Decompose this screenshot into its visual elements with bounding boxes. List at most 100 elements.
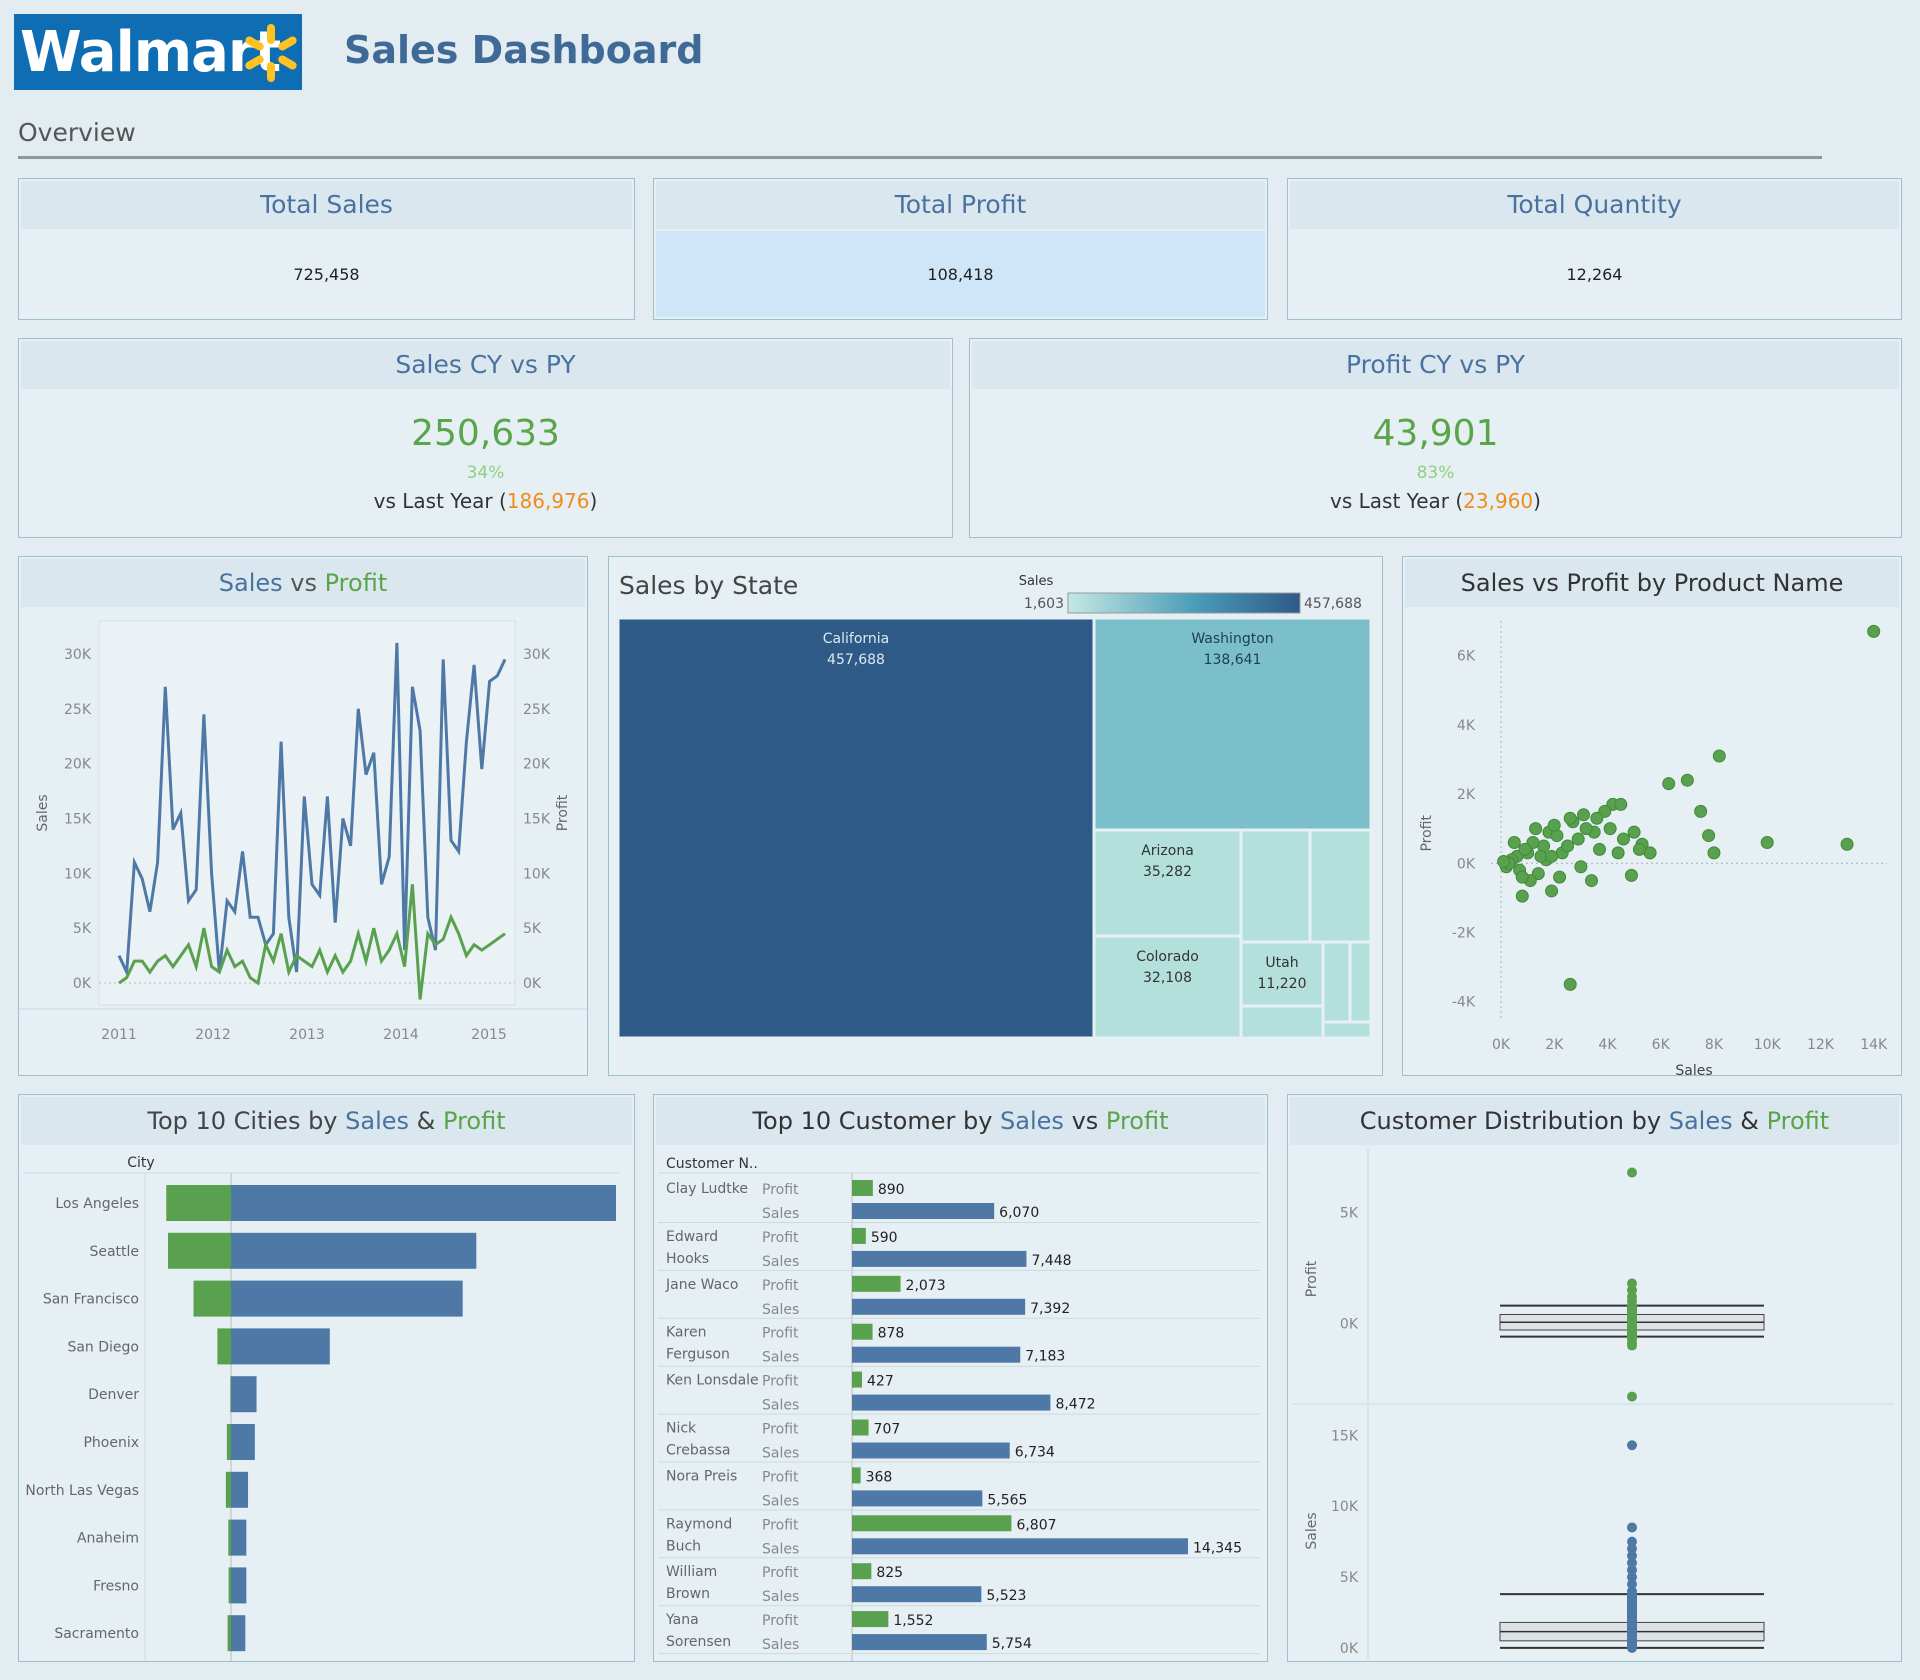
outlier-point [1627, 1614, 1637, 1625]
title-prefix: Customer Distribution by [1359, 1107, 1669, 1135]
sales-bar [231, 1280, 463, 1317]
customer-distribution-card: Customer Distribution by Sales & Profit … [1287, 1094, 1902, 1662]
x-tick-label: 4K [1598, 1037, 1617, 1053]
scatter-point [1563, 977, 1577, 991]
scatter-point [1632, 842, 1646, 856]
y-tick-label: 6K [1457, 649, 1476, 665]
sales-value-label: 6,734 [1015, 1445, 1055, 1461]
scatter-chart: -4K -2K 0K 2K 4K 6K 0K 2K 4K 6K 8K 10K 12K 14K Sales Pr… [1419, 621, 1888, 1075]
title-sales: Sales [218, 569, 283, 597]
scatter-point [1585, 874, 1599, 888]
row-label-profit: Profit [762, 1182, 799, 1198]
profit-value-label: 878 [878, 1326, 905, 1342]
scatter-point [1662, 777, 1676, 791]
profit-value-label: 427 [867, 1374, 894, 1390]
sales-by-state-card: Sales by State Sales 1,603 457,688 Californ… [608, 556, 1383, 1076]
outlier-point [1627, 1579, 1637, 1590]
sales-bar [231, 1615, 246, 1652]
sales-bar [231, 1471, 249, 1508]
scatter-point [1680, 773, 1694, 787]
title-prefix: Top 10 Cities by [147, 1107, 346, 1135]
outlier-point [1627, 1536, 1637, 1547]
scatter-point [1507, 835, 1521, 849]
card-title: Sales CY vs PY [21, 341, 950, 389]
scatter-point [1616, 832, 1630, 846]
x-tick-label: 10K [1754, 1037, 1782, 1053]
cy-value: 43,901 [1372, 413, 1499, 454]
profit-bar [193, 1280, 231, 1317]
last-year-value: 23,960 [1463, 489, 1534, 513]
title-vs: vs [282, 569, 325, 597]
profit-bar [852, 1180, 873, 1196]
x-tick-label: 2015 [471, 1027, 507, 1043]
scatter-point [1518, 842, 1532, 856]
y-tick-label: 0K [73, 976, 92, 992]
customer-name: Raymond [666, 1516, 732, 1532]
city-label: Anaheim [77, 1531, 139, 1547]
x-tick-label: 6K [1652, 1037, 1671, 1053]
customers-bar-chart: Customer N.. Clay Ludtke Profit Sales 890 6,0… [658, 1156, 1260, 1661]
scatter-point [1603, 822, 1617, 836]
sales-value-label: 7,448 [1031, 1253, 1071, 1269]
profit-bar [852, 1227, 866, 1244]
profit-value-label: 825 [876, 1565, 903, 1581]
outlier-point [1627, 1440, 1637, 1451]
card-title: Sales by State [619, 571, 799, 600]
customer-name: Karen [666, 1325, 706, 1341]
y-tick-label: 20K [64, 757, 92, 773]
y2-tick-label: 20K [523, 757, 551, 773]
outlier-point [1627, 1593, 1637, 1604]
vs-suffix: ) [1533, 489, 1541, 513]
scatter-point [1712, 749, 1726, 763]
card-title: Top 10 Cities by Sales & Profit [21, 1097, 632, 1145]
treemap-tile [1241, 830, 1310, 942]
outlier-point [1627, 1391, 1637, 1402]
y-tick-label: 15K [64, 811, 92, 827]
customer-name: Buch [666, 1538, 701, 1554]
outlier-point [1627, 1572, 1637, 1583]
y-tick-label: -2K [1452, 925, 1476, 941]
profit-bar [227, 1615, 231, 1652]
scatter-point [1760, 835, 1774, 849]
title-sales: Sales [1000, 1107, 1064, 1135]
section-title: Overview [18, 118, 136, 147]
scatter-point [1561, 839, 1575, 853]
y-axis-label: Profit [1419, 814, 1435, 851]
tile-value-label: 32,108 [1143, 970, 1192, 986]
x-tick-label: 14K [1860, 1037, 1888, 1053]
y2-tick-label: 10K [523, 866, 551, 882]
tile-state-label: California [823, 631, 889, 647]
profit-bar [852, 1611, 889, 1628]
treemap-chart: Sales 1,603 457,688 California 457,688 Washin… [618, 574, 1371, 1038]
y2-tick-label: 30K [523, 647, 551, 663]
sales-value-label: 7,183 [1025, 1349, 1065, 1365]
page-title: Sales Dashboard [344, 28, 704, 72]
outlier-point [1627, 1300, 1637, 1311]
profit-bar [217, 1328, 231, 1365]
title-prefix: Top 10 Customer by [752, 1107, 1001, 1135]
distribution-chart: 0K 5K Profit 0K 5K 10K 15K Sales [1292, 1149, 1894, 1659]
x-tick-label: 8K [1705, 1037, 1724, 1053]
y-tick-label: 4K [1457, 718, 1476, 734]
sales-bar [852, 1538, 1188, 1555]
section-divider [18, 156, 1822, 159]
scatter-point [1571, 832, 1585, 846]
row-label-sales: Sales [762, 1350, 799, 1366]
city-label: Sacramento [54, 1626, 139, 1642]
city-label: Los Angeles [55, 1196, 139, 1212]
sales-bar [231, 1519, 247, 1556]
scatter-point [1545, 884, 1559, 898]
customer-name: William [666, 1564, 717, 1580]
y-tick-label: 0K [1457, 856, 1476, 872]
treemap-tile [1094, 830, 1241, 936]
profit-value-label: 890 [878, 1182, 905, 1198]
scatter-point [1707, 846, 1721, 860]
card-title: Profit CY vs PY [972, 341, 1899, 389]
spark-icon [245, 24, 297, 82]
y-tick-label: 30K [64, 647, 92, 663]
legend-title: Sales [1019, 574, 1054, 589]
kpi-value: 108,418 [927, 265, 994, 284]
last-year-value: 186,976 [506, 489, 590, 513]
row-label-sales: Sales [762, 1541, 799, 1557]
tile-value-label: 457,688 [827, 652, 885, 668]
